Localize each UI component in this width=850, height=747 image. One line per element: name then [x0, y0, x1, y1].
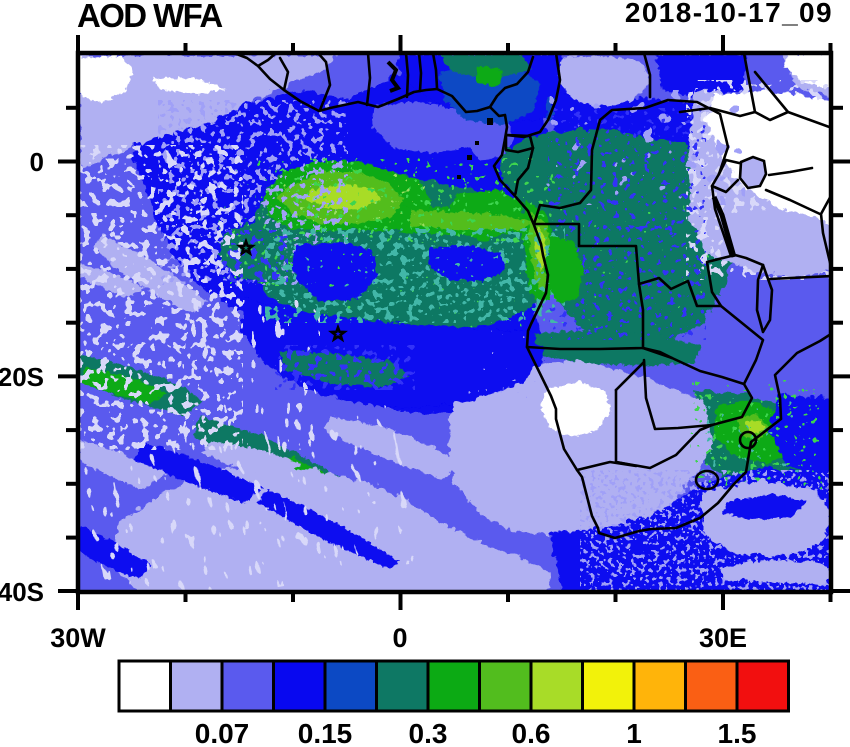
- svg-text:0: 0: [30, 147, 44, 177]
- svg-text:1: 1: [626, 718, 642, 747]
- svg-text:30E: 30E: [699, 623, 747, 653]
- svg-text:30W: 30W: [50, 623, 106, 653]
- svg-text:0.6: 0.6: [512, 718, 551, 747]
- svg-text:0: 0: [392, 623, 407, 653]
- svg-text:20S: 20S: [0, 362, 44, 392]
- svg-text:0.3: 0.3: [409, 718, 448, 747]
- svg-text:0.15: 0.15: [298, 718, 353, 747]
- svg-text:1.5: 1.5: [718, 718, 757, 747]
- svg-text:40S: 40S: [0, 577, 44, 607]
- svg-text:AOD WFA: AOD WFA: [77, 0, 222, 34]
- svg-text:0.07: 0.07: [195, 718, 250, 747]
- svg-text:2018-10-17_09: 2018-10-17_09: [625, 0, 833, 28]
